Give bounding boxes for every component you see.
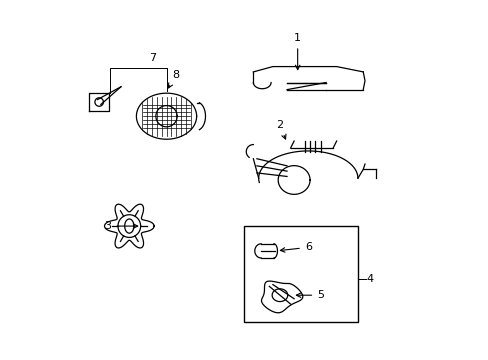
Text: 1: 1	[294, 33, 301, 69]
Text: 3: 3	[104, 221, 138, 231]
Text: 2: 2	[276, 120, 285, 139]
Text: 8: 8	[168, 71, 179, 88]
Text: 4: 4	[366, 274, 373, 284]
Text: 7: 7	[148, 53, 156, 63]
Text: 6: 6	[280, 242, 311, 252]
Bar	[244, 226, 357, 322]
Text: 5: 5	[296, 290, 324, 300]
